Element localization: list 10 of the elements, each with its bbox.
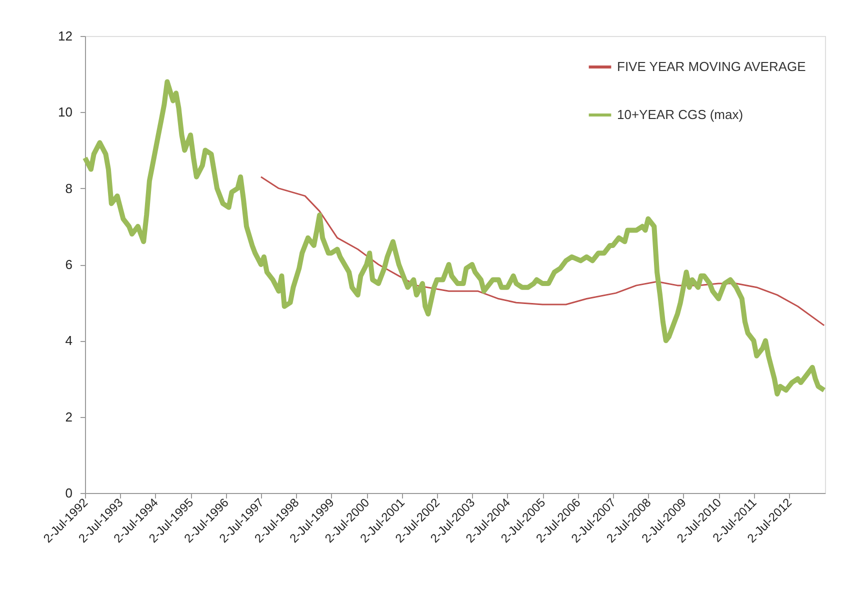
y-tick-label: 4 bbox=[65, 333, 72, 348]
y-tick-label: 12 bbox=[58, 28, 72, 44]
line-series bbox=[260, 176, 825, 326]
y-tick-label: 2 bbox=[65, 409, 72, 424]
y-tick-label: 0 bbox=[65, 486, 72, 500]
legend-label: 10+YEAR CGS (max) bbox=[617, 107, 744, 122]
y-tick-label: 10 bbox=[58, 104, 72, 120]
y-tick-label: 8 bbox=[65, 180, 72, 196]
legend-label: FIVE YEAR MOVING AVERAGE bbox=[617, 59, 806, 74]
y-tick-label: 6 bbox=[65, 257, 72, 272]
